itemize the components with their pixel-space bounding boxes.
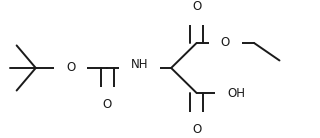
Text: O: O <box>66 61 76 75</box>
Text: NH: NH <box>131 58 148 71</box>
Text: O: O <box>192 0 201 13</box>
Text: OH: OH <box>227 87 245 99</box>
Text: O: O <box>192 124 201 136</box>
Text: O: O <box>221 36 230 49</box>
Text: O: O <box>103 98 112 111</box>
